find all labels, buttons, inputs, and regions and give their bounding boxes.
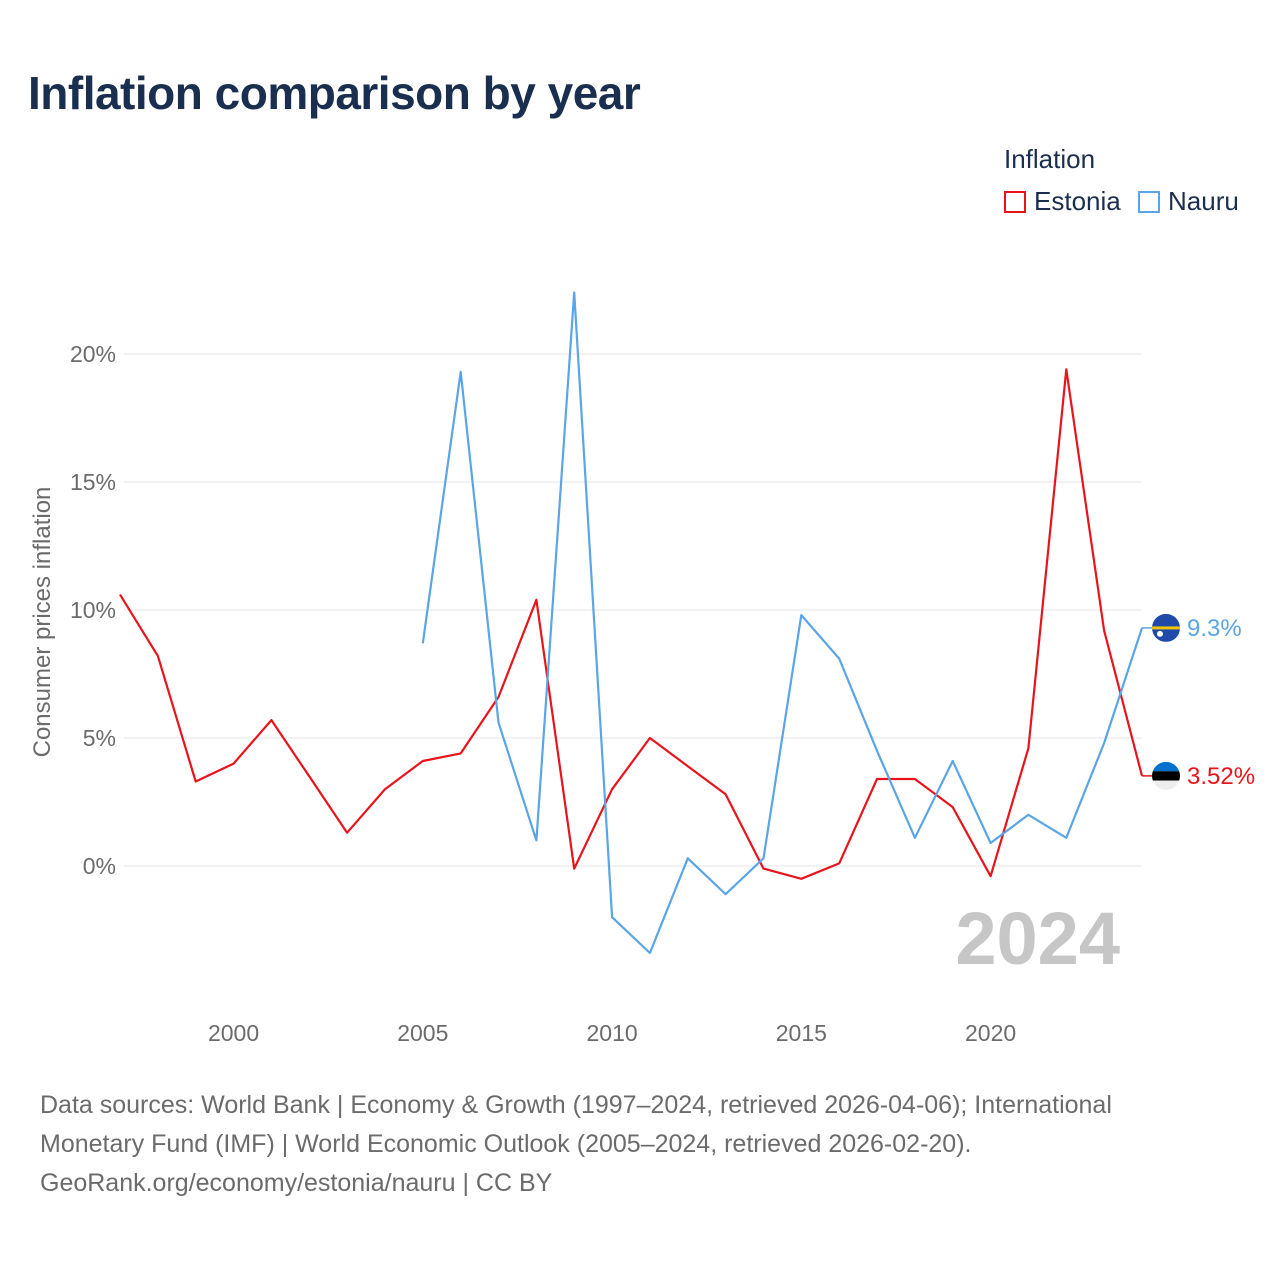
legend-label-nauru: Nauru	[1168, 186, 1239, 216]
footer: Data sources: World Bank | Economy & Gro…	[40, 1086, 1240, 1203]
end-label-estonia: 3.52%	[1187, 763, 1255, 790]
end-label-nauru: 9.3%	[1187, 615, 1242, 642]
x-tick-label: 2000	[208, 1020, 259, 1046]
series-line-estonia[interactable]	[119, 368, 1144, 880]
legend-item-estonia[interactable]: Estonia	[1004, 186, 1121, 217]
footer-line-3: GeoRank.org/economy/estonia/nauru | CC B…	[40, 1169, 553, 1197]
y-tick-label: 0%	[83, 853, 116, 879]
y-tick-label: 20%	[70, 341, 116, 367]
y-tick-label: 10%	[70, 597, 116, 623]
x-tick-label: 2020	[965, 1020, 1016, 1046]
y-tick-label: 15%	[70, 469, 116, 495]
x-tick-label: 2010	[586, 1020, 637, 1046]
y-axis-label: Consumer prices inflation	[29, 487, 56, 758]
series-line-nauru[interactable]	[421, 291, 1144, 955]
nauru-flag-icon	[1152, 613, 1180, 642]
x-tick-label: 2015	[776, 1020, 827, 1046]
estonia-flag-icon	[1152, 761, 1180, 790]
year-watermark: 2024	[955, 897, 1120, 980]
y-tick-label: 5%	[83, 725, 116, 751]
footer-line-2: Monetary Fund (IMF) | World Economic Out…	[40, 1130, 972, 1158]
legend-swatch-estonia	[1004, 190, 1026, 213]
legend-swatch-nauru	[1138, 190, 1160, 213]
legend-item-nauru[interactable]: Nauru	[1138, 186, 1239, 217]
legend-label-estonia: Estonia	[1034, 186, 1121, 216]
footer-line-1: Data sources: World Bank | Economy & Gro…	[40, 1091, 1112, 1119]
x-tick-label: 2005	[397, 1020, 448, 1046]
legend-title: Inflation	[1004, 144, 1096, 174]
chart-title: Inflation comparison by year	[28, 67, 641, 119]
line-chart: 0% 5% 10% 15% 20% 2000 2005 2010 2015 2020 Consum…	[29, 291, 1255, 1046]
